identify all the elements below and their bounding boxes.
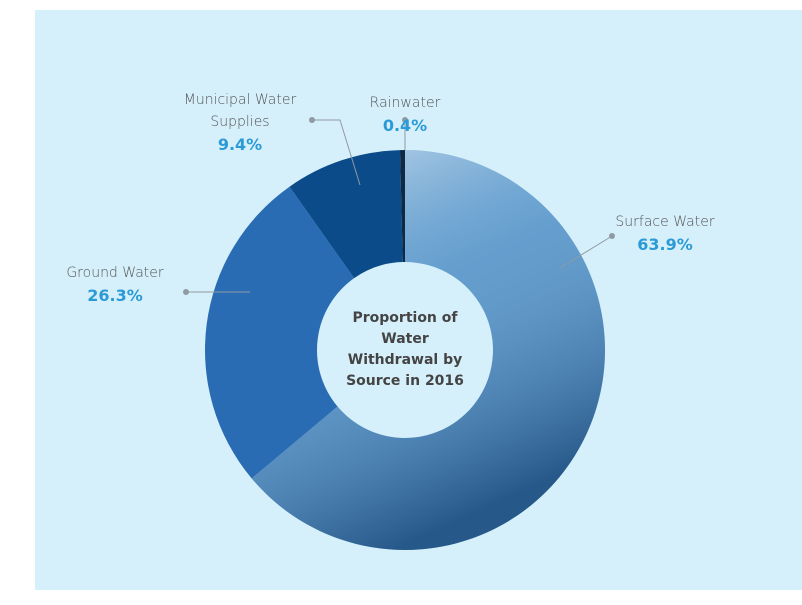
- value-label: 63.9%: [637, 235, 693, 254]
- leader-dot: [402, 117, 408, 123]
- leader-line: [312, 119, 361, 186]
- donut-slice: [399, 150, 405, 263]
- chart-title: Proportion of Water Withdrawal by Source…: [346, 310, 464, 389]
- value-label: 0.4%: [382, 116, 428, 135]
- donut-slice: [204, 186, 355, 479]
- texture: [251, 150, 605, 550]
- leader-line: [559, 235, 613, 269]
- value-label: 9.4%: [217, 135, 263, 154]
- leader-dot: [309, 117, 315, 123]
- donut-slice: [289, 150, 403, 279]
- value-label: 26.3%: [87, 286, 143, 305]
- category-label: Ground Water: [66, 265, 164, 281]
- leader-dot: [183, 289, 189, 295]
- category-label: Rainwater: [369, 95, 441, 111]
- category-label: Municipal Water Supplies: [183, 92, 297, 130]
- leader-dot: [609, 233, 615, 239]
- category-label: Surface Water: [615, 214, 715, 230]
